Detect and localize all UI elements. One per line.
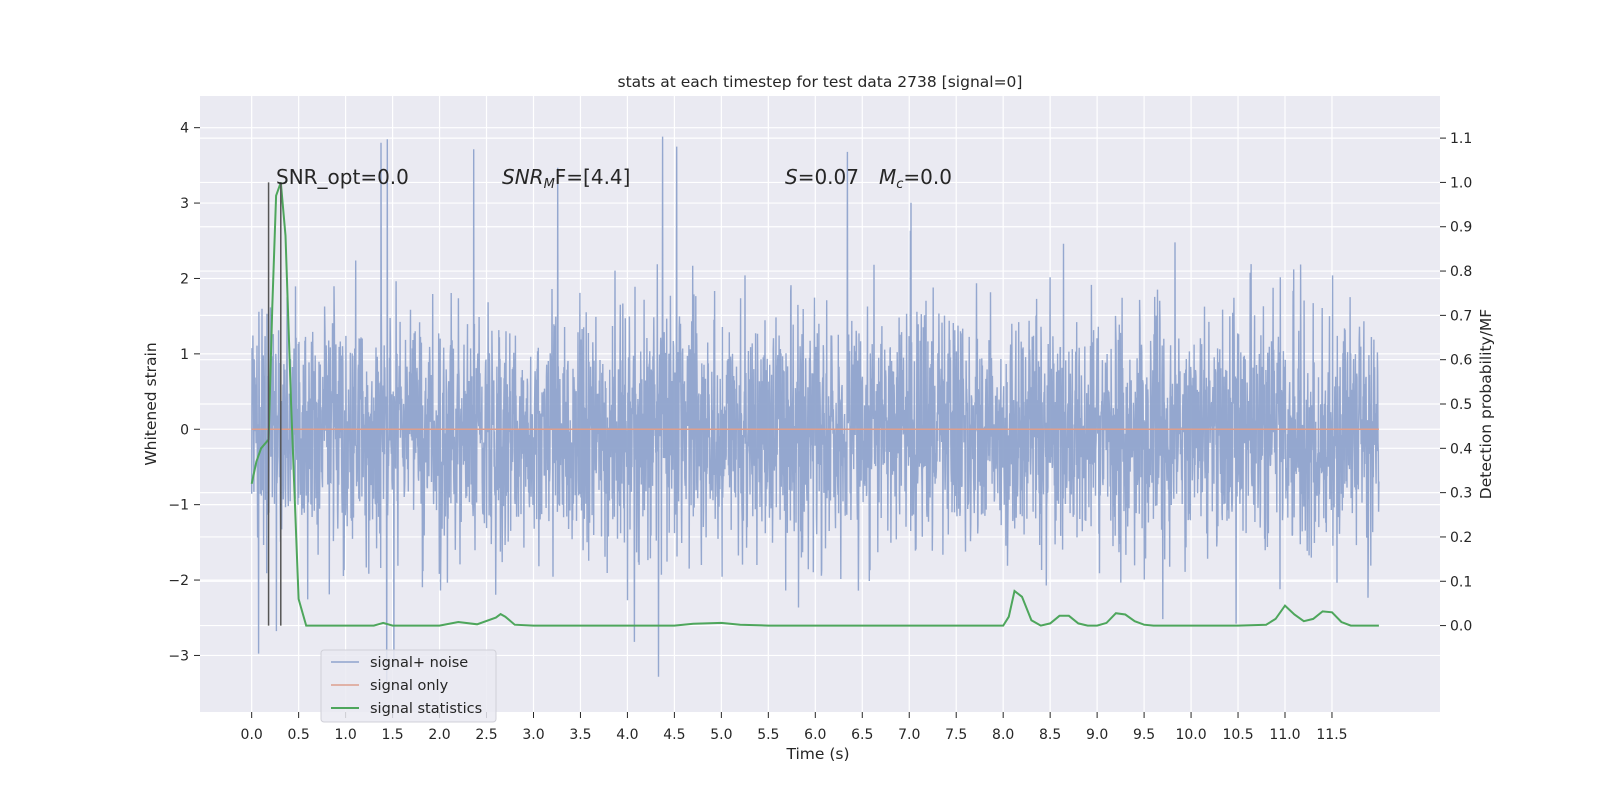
tick-label-x: 6.5 [851,727,873,743]
tick-label-x: 11.5 [1316,727,1347,743]
y-axis-label: Whitened strain [142,342,160,465]
tick-label-y-right: 0.2 [1450,530,1472,546]
line-signal-statistics [250,182,1379,627]
annotation-s-main: S [785,165,798,189]
tick-label-x: 4.0 [616,727,638,743]
tick-label-x: 1.5 [381,727,403,743]
tick-label-x: 2.0 [428,727,450,743]
annotation-snr-mf-sub: M [544,177,555,192]
tick-label-y-right: 0.7 [1450,308,1472,324]
tick-label-x: 6.0 [804,727,826,743]
tick-label-x: 8.5 [1039,727,1061,743]
annotation-mc: Mc=0.0 [879,165,952,192]
annotation-snr-mf-main: SNR [502,165,544,189]
annotation-s: S=0.07 [785,165,859,189]
tick-label-y-right: 0.8 [1450,264,1472,280]
series-signal-noise [251,136,1380,682]
legend-box [320,649,497,723]
tick-label-y: 4 [180,121,189,137]
series-signal-statistics [250,182,1379,627]
tick-label-x: 5.0 [710,727,732,743]
tick-label-x: 7.0 [898,727,920,743]
tick-label-y: 2 [180,271,189,287]
tick-label-x: 4.5 [663,727,685,743]
tick-label-x: 5.5 [757,727,779,743]
y-axis-label-right: Detection probability/MF [1477,309,1495,500]
tick-label-y-right: 0.6 [1450,353,1472,369]
tick-label-x: 11.0 [1269,727,1300,743]
tick-label-x: 3.0 [522,727,544,743]
tick-label-y-right: 0.3 [1450,486,1472,502]
tick-label-x: 1.0 [334,727,356,743]
tick-label-x: 2.5 [475,727,497,743]
tick-label-y: −3 [168,648,189,664]
tick-label-x: 8.0 [992,727,1014,743]
tick-label-y: 3 [180,196,189,212]
chart-title: stats at each timestep for test data 273… [618,73,1023,91]
tick-label-x: 7.5 [945,727,967,743]
tick-label-x: 9.5 [1133,727,1155,743]
x-axis-ticks: 0.0 0.5 1.0 1.5 2.0 2.5 3.0 3.5 4.0 4.5 5.0 5.5 6.0 6… [241,712,1348,743]
annotation-s-rest: =0.07 [798,165,859,189]
legend-label-signal-noise: signal+ noise [370,655,468,671]
tick-label-y-right: 1.0 [1450,175,1472,191]
tick-label-y: −1 [168,498,189,514]
x-axis-label: Time (s) [785,745,849,763]
annotation-snr-mf: SNRMF=[4.4] [502,165,630,192]
tick-label-y: 0 [180,422,189,438]
tick-label-x: 10.5 [1222,727,1253,743]
tick-label-y-right: 0.0 [1450,619,1472,635]
tick-label-x: 10.0 [1175,727,1206,743]
legend-label-signal-only: signal only [370,678,449,694]
y-axis-ticks-left: −3 −2 −1 0 1 2 3 4 [168,121,200,664]
vertical-markers [267,182,282,626]
tick-label-y-right: 1.1 [1450,131,1472,147]
annotation-snr-mf-rest: F=[4.4] [555,165,631,189]
legend: signal+ noise signal only signal statist… [320,649,497,723]
tick-label-y-right: 0.1 [1450,574,1472,590]
tick-label-y-right: 0.4 [1450,441,1472,457]
annotation-snr-opt: SNR_opt=0.0 [276,165,409,189]
tick-label-x: 0.0 [241,727,263,743]
annotation-mc-sub: c [896,177,903,192]
tick-label-y-right: 0.5 [1450,397,1472,413]
tick-label-y: −2 [168,573,189,589]
tick-label-y: 1 [180,347,189,363]
legend-label-signal-statistics: signal statistics [370,701,482,717]
tick-label-x: 3.5 [569,727,591,743]
annotation-mc-main: M [879,165,896,189]
tick-label-x: 9.0 [1086,727,1108,743]
annotation-mc-rest: =0.0 [903,165,952,189]
y-axis-ticks-right: 0.0 0.1 0.2 0.3 0.4 0.5 0.6 0.7 0.8 0.9 1.0 1.1 [1440,131,1472,635]
line-signal-noise [251,136,1380,682]
tick-label-x: 0.5 [288,727,310,743]
tick-label-y-right: 0.9 [1450,220,1472,236]
